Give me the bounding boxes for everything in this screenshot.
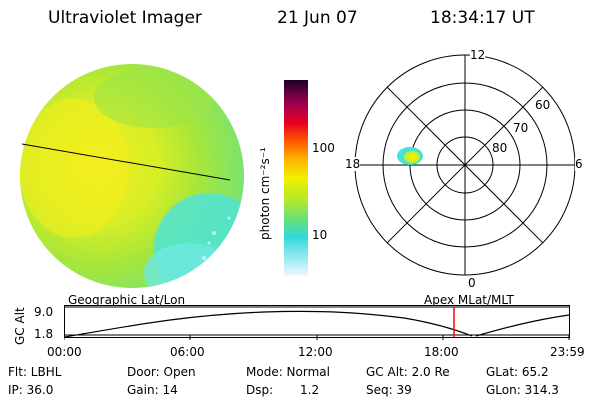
gc-alt-readout: GC Alt: 2.0 Re — [366, 365, 450, 379]
strip-right-title: Apex MLat/MLT — [424, 293, 514, 307]
strip-xtick-1800: 18:00 — [424, 345, 459, 359]
dsp-label: Dsp: — [246, 383, 274, 397]
filter-readout: Flt: LBHL — [8, 365, 62, 379]
instrument-title: Ultraviolet Imager — [48, 8, 202, 28]
strip-xtick-0000: 00:00 — [47, 345, 82, 359]
altitude-strip — [64, 305, 570, 340]
mlt-label-12: 12 — [470, 48, 486, 62]
strip-axis-title: GC Alt — [13, 307, 27, 345]
door-readout: Door: Open — [127, 365, 196, 379]
color-bar — [284, 80, 308, 276]
mode-readout: Mode: Normal — [246, 365, 330, 379]
strip-ytick-1: 1.8 — [34, 327, 54, 341]
altitude-curve — [64, 310, 570, 338]
auroral-blob — [397, 147, 423, 165]
lat-label-70: 70 — [513, 121, 529, 135]
glat-readout: GLat: 65.2 — [486, 365, 549, 379]
polar-plot — [354, 54, 576, 276]
strip-left-title: Geographic Lat/Lon — [68, 293, 186, 307]
seq-readout: Seq: 39 — [366, 383, 412, 397]
gain-readout: Gain: 14 — [127, 383, 178, 397]
colorbar-unit-label: photon cm⁻²s⁻¹ — [258, 147, 272, 240]
lat-label-80: 80 — [492, 141, 508, 155]
time-label: 18:34:17 UT — [430, 8, 535, 28]
dsp-value: 1.2 — [300, 383, 320, 397]
mlt-label-18: 18 — [345, 157, 361, 171]
date-label: 21 Jun 07 — [277, 8, 358, 28]
strip-xtick-1200: 12:00 — [298, 345, 333, 359]
glon-readout: GLon: 314.3 — [486, 383, 559, 397]
terminator-line — [21, 143, 231, 181]
colorbar-tick-100: 100 — [312, 141, 335, 155]
uv-image-panel — [20, 64, 244, 288]
strip-ytick-9: 9.0 — [34, 305, 54, 319]
mlt-label-0: 0 — [468, 276, 476, 290]
mlt-label-6: 6 — [575, 157, 583, 171]
strip-xtick-2359: 23:59 — [550, 345, 585, 359]
colorbar-tick-10: 10 — [312, 228, 328, 242]
ip-readout: IP: 36.0 — [8, 383, 54, 397]
lat-label-60: 60 — [535, 98, 551, 112]
earth-disk — [20, 64, 244, 288]
strip-xtick-0600: 06:00 — [170, 345, 205, 359]
